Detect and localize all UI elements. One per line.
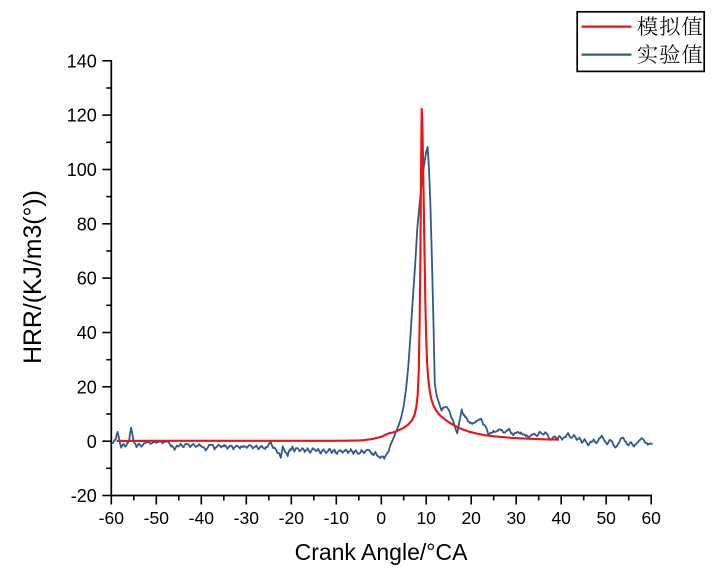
svg-text:10: 10 — [416, 508, 436, 528]
svg-text:60: 60 — [77, 269, 97, 289]
svg-text:60: 60 — [641, 508, 661, 528]
svg-text:HRR/(KJ/m3(°)): HRR/(KJ/m3(°)) — [20, 190, 47, 364]
svg-text:-20: -20 — [279, 508, 305, 528]
svg-text:40: 40 — [77, 323, 97, 343]
svg-text:140: 140 — [67, 51, 97, 71]
svg-text:-30: -30 — [234, 508, 260, 528]
svg-text:80: 80 — [77, 214, 97, 234]
svg-text:30: 30 — [506, 508, 526, 528]
svg-text:Crank Angle/°CA: Crank Angle/°CA — [295, 539, 468, 565]
svg-text:-60: -60 — [99, 508, 125, 528]
svg-text:0: 0 — [376, 508, 386, 528]
svg-text:100: 100 — [67, 160, 97, 180]
svg-text:40: 40 — [551, 508, 571, 528]
svg-text:20: 20 — [461, 508, 481, 528]
svg-text:-20: -20 — [71, 486, 97, 506]
svg-text:50: 50 — [596, 508, 616, 528]
svg-text:-40: -40 — [189, 508, 215, 528]
svg-text:120: 120 — [67, 106, 97, 126]
svg-text:-10: -10 — [324, 508, 350, 528]
svg-text:20: 20 — [77, 377, 97, 397]
svg-text:0: 0 — [87, 432, 97, 452]
svg-text:-50: -50 — [144, 508, 170, 528]
